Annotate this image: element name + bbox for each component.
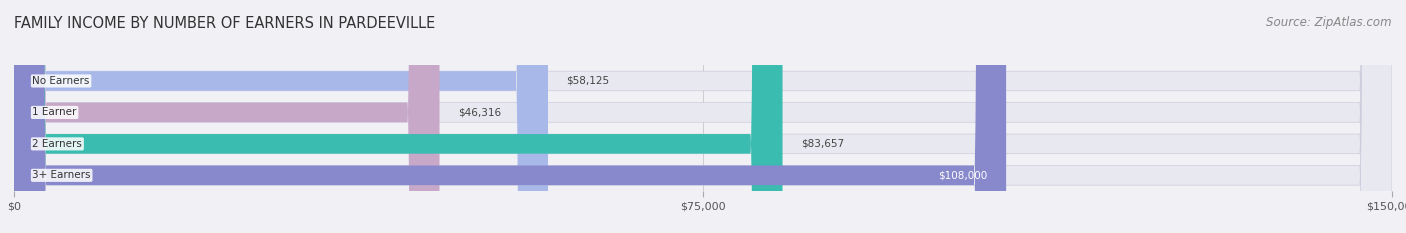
- FancyBboxPatch shape: [14, 0, 1392, 233]
- FancyBboxPatch shape: [14, 0, 440, 233]
- FancyBboxPatch shape: [14, 0, 1392, 233]
- FancyBboxPatch shape: [14, 0, 1392, 233]
- FancyBboxPatch shape: [14, 0, 783, 233]
- FancyBboxPatch shape: [14, 0, 1392, 233]
- Text: 1 Earner: 1 Earner: [32, 107, 77, 117]
- FancyBboxPatch shape: [14, 0, 548, 233]
- Text: 3+ Earners: 3+ Earners: [32, 170, 91, 180]
- Text: $46,316: $46,316: [458, 107, 501, 117]
- Text: Source: ZipAtlas.com: Source: ZipAtlas.com: [1267, 16, 1392, 29]
- Text: No Earners: No Earners: [32, 76, 90, 86]
- Text: $83,657: $83,657: [801, 139, 844, 149]
- Text: $58,125: $58,125: [567, 76, 609, 86]
- Text: FAMILY INCOME BY NUMBER OF EARNERS IN PARDEEVILLE: FAMILY INCOME BY NUMBER OF EARNERS IN PA…: [14, 16, 436, 31]
- FancyBboxPatch shape: [14, 0, 1007, 233]
- Text: 2 Earners: 2 Earners: [32, 139, 83, 149]
- Text: $108,000: $108,000: [939, 170, 988, 180]
